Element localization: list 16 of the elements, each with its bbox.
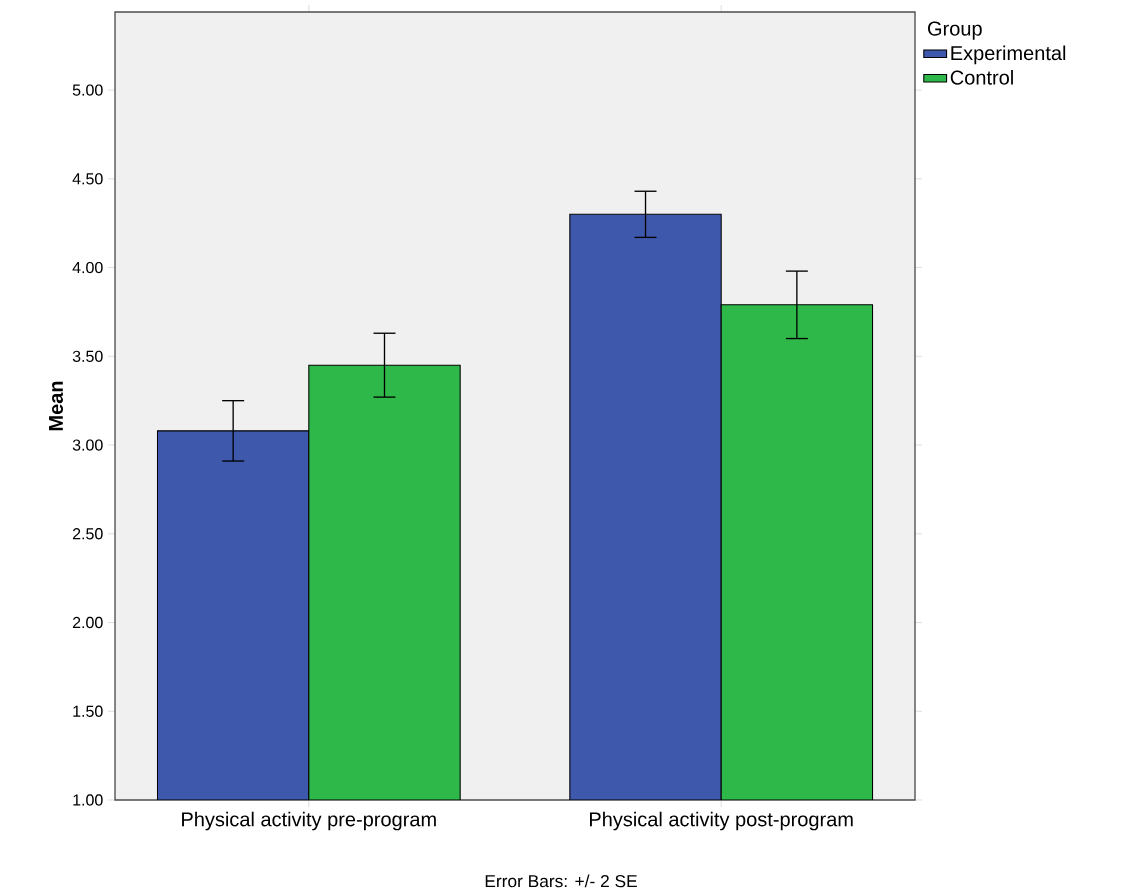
x-tick-label: Physical activity post-program xyxy=(590,811,853,831)
y-tick-label: 5.00 xyxy=(72,84,103,96)
legend-label: Experimental xyxy=(951,45,1066,65)
y-tick-label: 4.00 xyxy=(72,261,103,274)
y-tick-label: 2.00 xyxy=(72,616,103,629)
y-axis-title: Mean xyxy=(49,381,63,431)
y-tick-label: 1.50 xyxy=(73,705,103,717)
text: Error Bars: +/- 2 SE xyxy=(485,874,637,888)
y-tick-label: 3.50 xyxy=(72,350,103,362)
legend-title: Group xyxy=(928,21,982,40)
x-tick-label: Physical activity pre-program xyxy=(182,811,436,831)
y-tick-label: 3.00 xyxy=(72,439,103,451)
legend-label: Control xyxy=(950,70,1013,85)
y-tick-label: 2.50 xyxy=(72,528,103,540)
y-tick-label: 1.00 xyxy=(73,794,103,806)
y-tick-label: 4.50 xyxy=(72,173,103,185)
